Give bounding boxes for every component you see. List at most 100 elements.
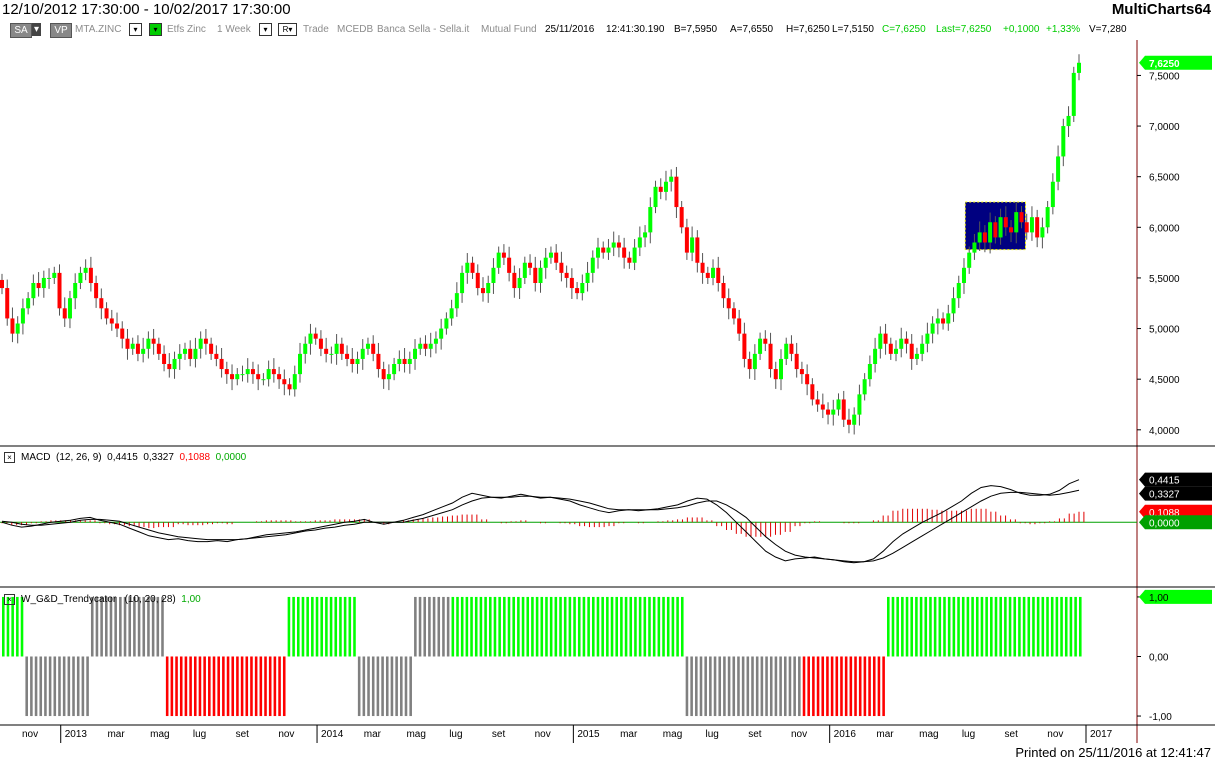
candle-body: [794, 353, 799, 370]
trendycator-bar: [128, 596, 132, 657]
candle-body: [172, 358, 177, 370]
candle-body: [632, 247, 637, 263]
candle-body: [993, 222, 998, 238]
trendycator-bar: [498, 596, 501, 657]
symbol-dropdown-icon[interactable]: ▾: [129, 23, 142, 36]
trendycator-bar: [573, 596, 576, 657]
trendycator-bar: [718, 656, 722, 717]
trendycator-bar: [741, 656, 745, 717]
vp-button[interactable]: VP: [50, 23, 72, 38]
candle-body: [10, 318, 15, 334]
candle-body: [695, 237, 700, 263]
candle-body: [831, 409, 836, 415]
trendycator-bar: [587, 596, 590, 657]
candle-body: [894, 348, 899, 354]
trendycator-bar: [109, 596, 113, 657]
trendycator-bar: [353, 596, 356, 657]
trendycator-bar: [217, 656, 220, 717]
price-tick-label: 7,5000: [1149, 71, 1180, 82]
candle-body: [454, 293, 459, 309]
candle-body: [705, 272, 710, 278]
instrument-type: Mutual Fund: [481, 24, 537, 35]
trendycator-bar: [311, 596, 314, 657]
x-tick-label: 2014: [321, 729, 344, 740]
trendycator-bar: [994, 596, 998, 657]
candle-body: [846, 419, 851, 425]
trendycator-bar: [11, 596, 14, 657]
trendycator-bar: [442, 596, 445, 657]
candle-body: [575, 288, 580, 294]
trendycator-bar: [901, 596, 904, 657]
x-tick-label: nov: [22, 729, 38, 740]
candle-body: [271, 369, 276, 375]
candle-body: [20, 308, 25, 324]
candle-body: [1045, 207, 1050, 228]
change-percent: +1,33%: [1046, 24, 1081, 35]
broker: Banca Sella - Sella.it: [377, 24, 470, 35]
candle-body: [799, 369, 804, 375]
trendycator-bar: [414, 596, 417, 657]
candle-body: [298, 353, 303, 375]
candle-body: [1003, 217, 1008, 228]
trendycator-bar: [1022, 596, 1026, 657]
trendycator-bar: [133, 596, 136, 657]
trendycator-bar: [929, 596, 932, 657]
trendycator-bar: [938, 596, 942, 657]
macd-value-tag: [1139, 486, 1212, 501]
trendycator-bar: [423, 596, 427, 657]
macd-value-tag-label: 0,3327: [1149, 490, 1180, 501]
sa-dropdown-icon[interactable]: ▾: [32, 23, 41, 36]
trendycator-bar: [1027, 596, 1031, 657]
candle-body: [663, 181, 668, 192]
candle-body: [57, 272, 62, 309]
candle-body: [308, 333, 313, 344]
candle-body: [820, 404, 825, 410]
candle-body: [857, 394, 862, 415]
trendycator-bar: [915, 596, 918, 657]
candle-body: [73, 283, 78, 299]
trendycator-bar: [465, 596, 469, 657]
x-tick-label: set: [1005, 729, 1019, 740]
trendycator-bar: [802, 656, 806, 717]
candle-body: [548, 252, 553, 258]
trendycator-bar: [592, 596, 595, 657]
bid-value: B=7,5950: [674, 24, 718, 35]
r-button[interactable]: R▾: [278, 23, 297, 36]
x-tick-label: mar: [364, 729, 382, 740]
candle-body: [381, 369, 386, 380]
resolution-dropdown-icon[interactable]: ▾: [259, 23, 272, 36]
candle-body: [622, 247, 627, 258]
trendycator-bar: [830, 656, 834, 717]
color-toggle-icon[interactable]: ▾: [149, 23, 162, 36]
macd-close-icon[interactable]: ×: [4, 452, 15, 463]
candle-body: [130, 343, 135, 349]
trendycator-close-icon[interactable]: ×: [4, 594, 15, 605]
candle-body: [836, 399, 841, 410]
candle-body: [156, 343, 161, 354]
trendycator-bar: [76, 656, 80, 717]
candle-body: [925, 333, 930, 344]
candle-body: [423, 343, 428, 349]
candle-body: [235, 374, 240, 380]
trendycator-bar: [226, 656, 230, 717]
trendycator-bar: [826, 656, 829, 717]
trendycator-bar: [554, 596, 558, 657]
candle-body: [920, 343, 925, 354]
trendycator-bar: [240, 656, 244, 717]
candle-body: [596, 247, 601, 258]
candle-body: [78, 272, 83, 283]
trendycator-bar: [844, 656, 848, 717]
trendycator-bar: [67, 656, 71, 717]
sa-button[interactable]: SA: [10, 23, 32, 38]
macd-params: (12, 26, 9): [56, 452, 102, 464]
trendycator-bar: [142, 596, 146, 657]
trendycator-bar: [975, 596, 979, 657]
symbol-description: Etfs Zinc: [167, 24, 206, 35]
trendycator-bar: [1036, 596, 1040, 657]
candle-body: [324, 348, 329, 354]
chart-canvas[interactable]: 4,0000 4,5000 5,0000 5,5000 6,0000 6,5000 7,00…: [0, 40, 1215, 743]
quote-time: 12:41:30.190: [606, 24, 665, 35]
trendycator-bar: [943, 596, 946, 657]
price-tick-label: 5,0000: [1149, 325, 1180, 336]
trendycator-bar: [545, 596, 548, 657]
